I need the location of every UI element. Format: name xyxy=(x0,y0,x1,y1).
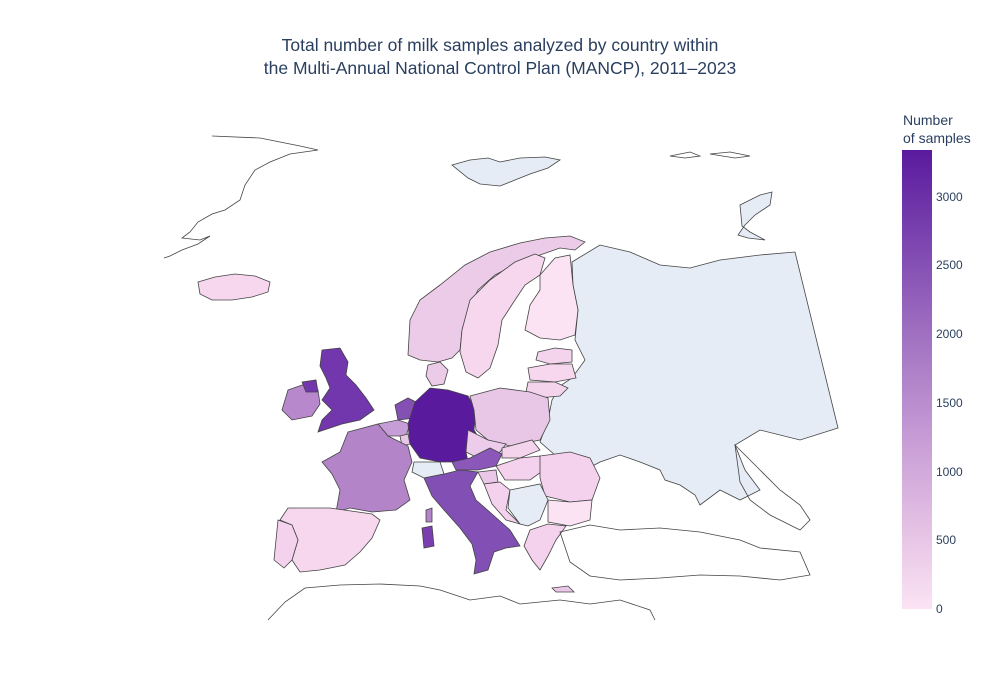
country-slovenia[interactable] xyxy=(477,469,499,485)
country-slovakia[interactable] xyxy=(501,439,541,459)
colorbar-title-line-2: of samples xyxy=(903,130,971,146)
caucasus-outline xyxy=(734,443,811,531)
colorbar-tick-label: 1500 xyxy=(936,395,963,410)
greenland-outline xyxy=(163,135,319,259)
country-greece[interactable] xyxy=(523,523,567,571)
country-italy[interactable] xyxy=(423,469,521,575)
country-finland[interactable] xyxy=(524,254,579,341)
country-estonia[interactable] xyxy=(535,347,573,365)
country-romania[interactable] xyxy=(539,451,601,503)
turkey-outline xyxy=(559,524,811,581)
island-sardinia xyxy=(421,525,435,549)
colorbar-title-line-1: Number xyxy=(903,112,953,128)
colorbar-tick-label: 0 xyxy=(936,602,943,616)
country-svalbard[interactable] xyxy=(451,156,562,187)
country-iceland[interactable] xyxy=(197,273,271,301)
colorbar-tick-label: 3000 xyxy=(936,189,963,204)
country-bulgaria[interactable] xyxy=(547,499,593,527)
country-denmark[interactable] xyxy=(425,361,449,387)
country-northern-ireland[interactable] xyxy=(301,379,319,393)
country-croatia[interactable] xyxy=(483,481,522,525)
country-united-kingdom[interactable] xyxy=(317,347,375,433)
country-cyprus[interactable] xyxy=(551,585,575,593)
country-norway[interactable] xyxy=(407,235,586,363)
colorbar-tick-label: 2500 xyxy=(936,258,963,273)
country-france[interactable] xyxy=(321,423,413,513)
colorbar-title: Number of samples xyxy=(903,111,971,147)
country-portugal[interactable] xyxy=(273,519,299,569)
colorbar-tick-label: 500 xyxy=(936,533,957,548)
arctic-islands xyxy=(669,151,751,159)
colorbar-tick-label: 2000 xyxy=(936,327,963,342)
colorbar-tick-label: 1000 xyxy=(936,464,963,479)
chart-title: Total number of milk samples analyzed by… xyxy=(0,34,1000,80)
country-poland[interactable] xyxy=(469,387,551,447)
country-sweden[interactable] xyxy=(459,253,546,379)
country-serbia-bosnia[interactable] xyxy=(507,483,549,527)
chart-title-line-1: Total number of milk samples analyzed by… xyxy=(281,35,719,55)
country-hungary[interactable] xyxy=(495,455,545,481)
island-corsica xyxy=(425,507,433,523)
chart-title-line-2: the Multi-Annual National Control Plan (… xyxy=(263,58,737,78)
africa-coast xyxy=(267,583,656,621)
country-latvia[interactable] xyxy=(527,363,577,383)
novaya-zemlya xyxy=(737,191,773,241)
colorbar xyxy=(902,150,932,609)
